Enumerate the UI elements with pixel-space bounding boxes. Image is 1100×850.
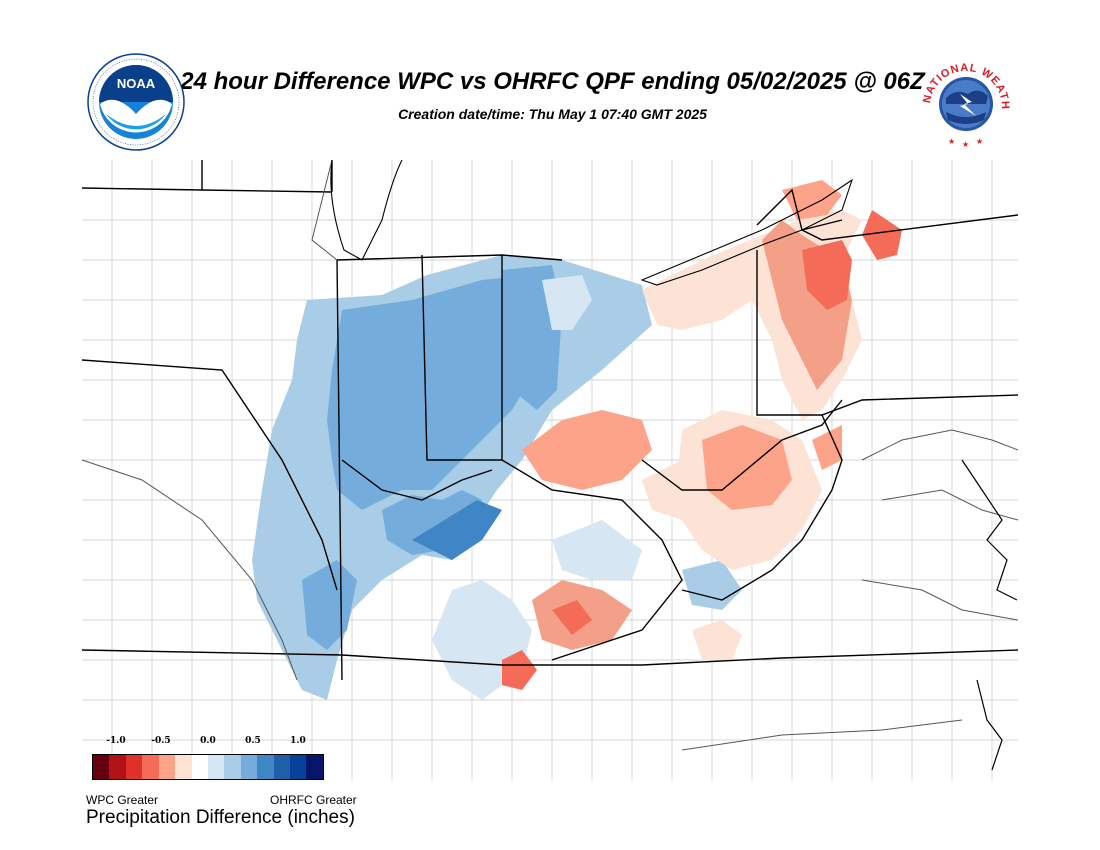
legend-tick: 0.5 <box>245 736 261 746</box>
legend-swatch <box>125 755 143 779</box>
creation-date: Creation date/time: Thu May 1 07:40 GMT … <box>398 106 707 122</box>
legend-swatch <box>142 755 159 779</box>
noaa-logo-text: NOAA <box>117 76 156 91</box>
legend-swatch <box>191 755 208 779</box>
great-lakes <box>330 160 854 286</box>
legend-swatch <box>257 755 274 779</box>
legend-swatch <box>224 755 241 779</box>
precipitation-difference-map <box>82 160 1018 780</box>
region-boundaries <box>82 160 1018 751</box>
state-boundaries <box>82 160 1018 681</box>
svg-text:★: ★ <box>962 140 969 149</box>
svg-text:★: ★ <box>948 137 955 146</box>
legend-color-bar <box>92 754 324 780</box>
ohrfc-greater-label: OHRFC Greater <box>270 793 357 807</box>
legend-swatch <box>290 755 307 779</box>
nws-logo: NATIONAL WEATHER SERVICE ★ ★ ★ <box>916 52 1013 149</box>
wpc-greater-region <box>502 180 902 690</box>
legend-swatch <box>207 755 225 779</box>
legend-swatch <box>273 755 291 779</box>
legend-swatch <box>158 755 176 779</box>
map-title: 24 hour Difference WPC vs OHRFC QPF endi… <box>180 68 925 95</box>
legend-tick: -0.5 <box>151 736 171 746</box>
legend-swatch <box>306 755 323 779</box>
legend-tick: 0.0 <box>200 736 216 746</box>
legend-title: Precipitation Difference (inches) <box>86 807 355 828</box>
noaa-logo: NOAA <box>87 53 185 151</box>
legend-swatch <box>240 755 258 779</box>
legend-swatch <box>93 755 110 779</box>
svg-text:★: ★ <box>976 137 983 146</box>
wpc-greater-label: WPC Greater <box>86 793 159 807</box>
coastline <box>961 459 1018 771</box>
legend-tick: 1.0 <box>290 736 306 746</box>
ohrfc-greater-region <box>252 255 742 700</box>
legend-swatch <box>109 755 126 779</box>
legend-tick: -1.0 <box>106 736 126 746</box>
legend-swatch <box>175 755 192 779</box>
